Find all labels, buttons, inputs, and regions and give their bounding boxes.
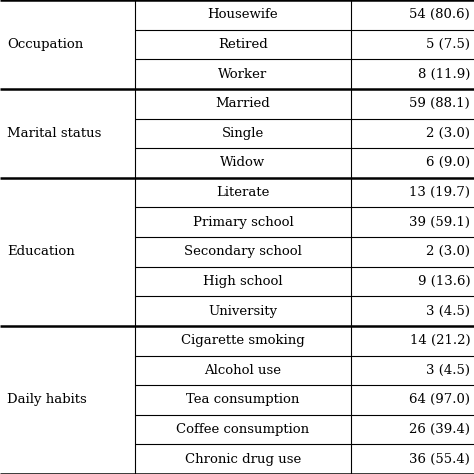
Text: Literate: Literate — [216, 186, 270, 199]
Text: University: University — [209, 305, 277, 318]
Text: 6 (9.0): 6 (9.0) — [426, 156, 470, 169]
Text: Education: Education — [7, 246, 75, 258]
Text: Cigarette smoking: Cigarette smoking — [181, 334, 305, 347]
Text: Coffee consumption: Coffee consumption — [176, 423, 310, 436]
Text: 59 (88.1): 59 (88.1) — [410, 97, 470, 110]
Text: Housewife: Housewife — [208, 9, 278, 21]
Text: 5 (7.5): 5 (7.5) — [426, 38, 470, 51]
Text: 2 (3.0): 2 (3.0) — [426, 127, 470, 140]
Text: 13 (19.7): 13 (19.7) — [409, 186, 470, 199]
Text: 54 (80.6): 54 (80.6) — [410, 9, 470, 21]
Text: Worker: Worker — [219, 68, 267, 81]
Text: 36 (55.4): 36 (55.4) — [410, 453, 470, 465]
Text: Single: Single — [222, 127, 264, 140]
Text: 3 (4.5): 3 (4.5) — [426, 364, 470, 377]
Text: 64 (97.0): 64 (97.0) — [409, 393, 470, 406]
Text: 9 (13.6): 9 (13.6) — [418, 275, 470, 288]
Text: Retired: Retired — [218, 38, 268, 51]
Text: 26 (39.4): 26 (39.4) — [409, 423, 470, 436]
Text: 8 (11.9): 8 (11.9) — [418, 68, 470, 81]
Text: Chronic drug use: Chronic drug use — [185, 453, 301, 465]
Text: High school: High school — [203, 275, 283, 288]
Text: 2 (3.0): 2 (3.0) — [426, 246, 470, 258]
Text: Occupation: Occupation — [7, 38, 83, 51]
Text: Marital status: Marital status — [7, 127, 101, 140]
Text: Alcohol use: Alcohol use — [204, 364, 282, 377]
Text: 39 (59.1): 39 (59.1) — [409, 216, 470, 228]
Text: Widow: Widow — [220, 156, 265, 169]
Text: Daily habits: Daily habits — [7, 393, 87, 406]
Text: 3 (4.5): 3 (4.5) — [426, 305, 470, 318]
Text: Married: Married — [216, 97, 270, 110]
Text: Primary school: Primary school — [192, 216, 293, 228]
Text: Tea consumption: Tea consumption — [186, 393, 300, 406]
Text: 14 (21.2): 14 (21.2) — [410, 334, 470, 347]
Text: Secondary school: Secondary school — [184, 246, 302, 258]
